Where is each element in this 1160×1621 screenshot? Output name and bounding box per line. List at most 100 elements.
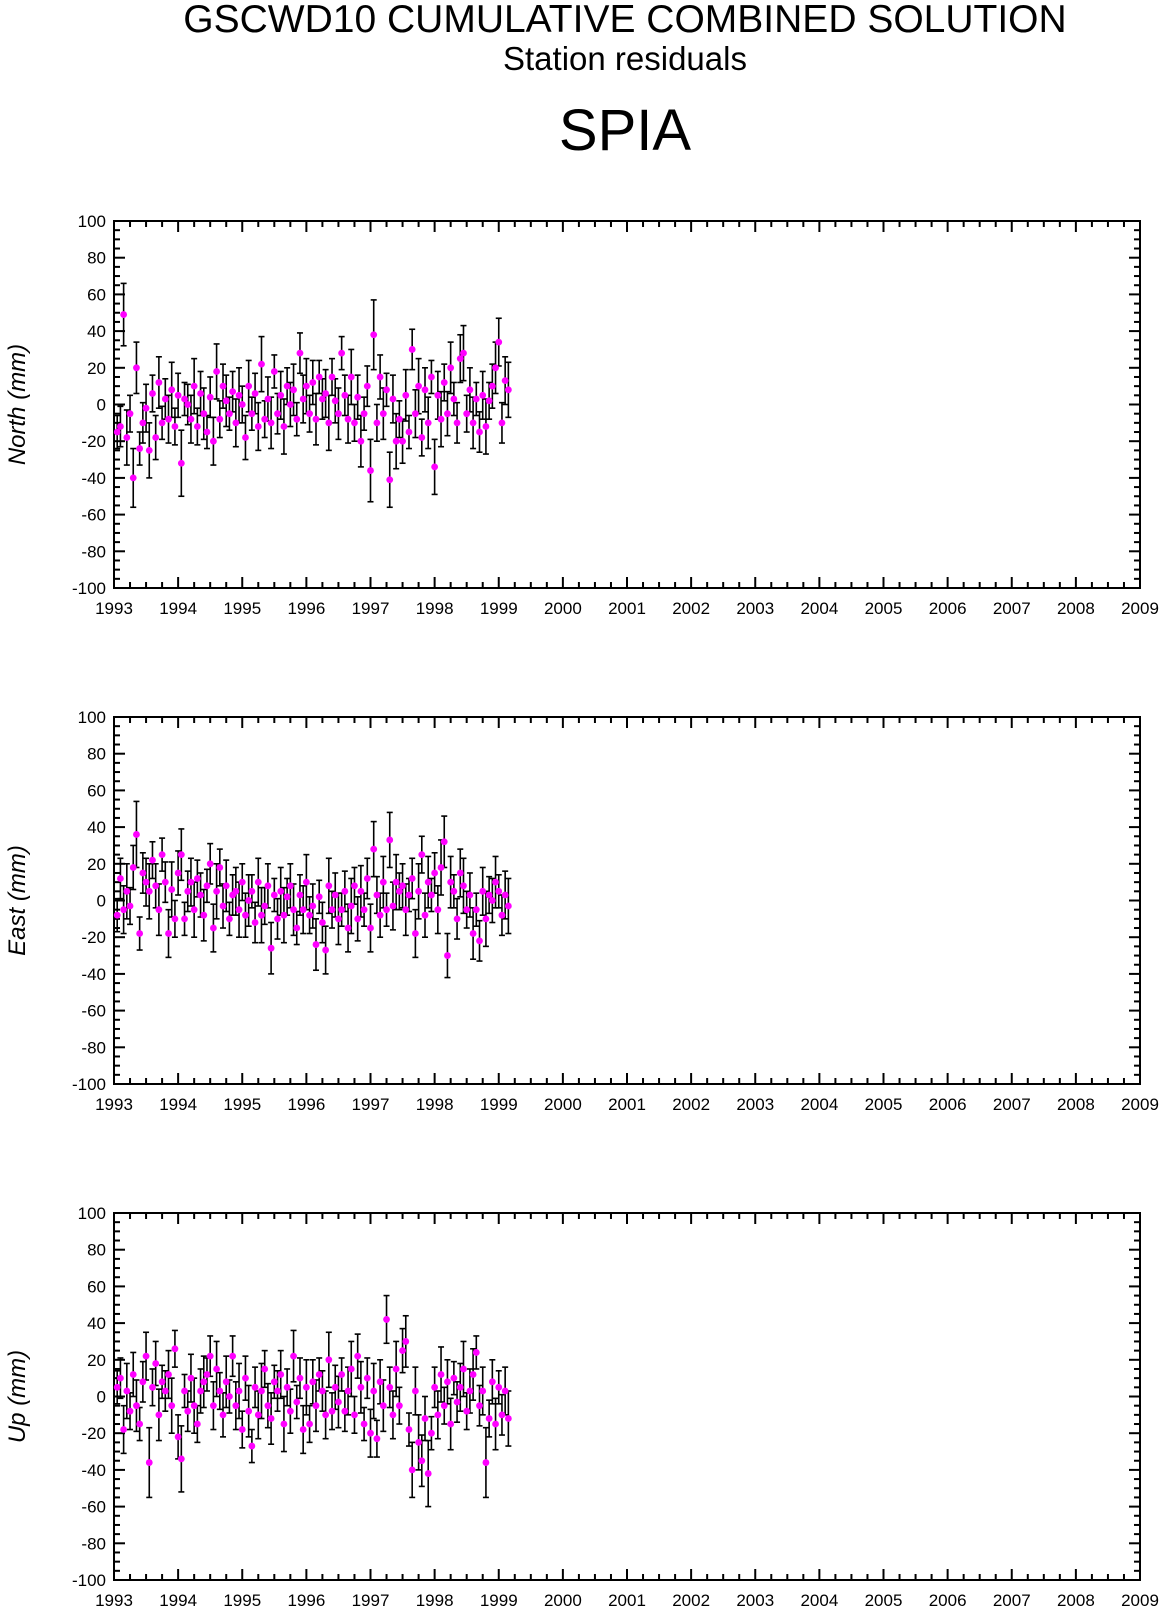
data-point xyxy=(155,906,163,914)
y-tick-label: -20 xyxy=(81,1424,106,1443)
data-point xyxy=(319,1387,326,1395)
data-point xyxy=(219,1411,227,1419)
x-tick-label: 2006 xyxy=(929,599,967,618)
data-point xyxy=(312,941,320,948)
data-point xyxy=(133,364,140,372)
x-tick-label: 2005 xyxy=(865,1591,903,1610)
data-point xyxy=(408,346,416,353)
data-point xyxy=(267,419,275,427)
data-point xyxy=(440,838,448,846)
data-point xyxy=(431,463,439,471)
data-point xyxy=(113,911,121,919)
y-tick-label: -80 xyxy=(81,1534,106,1553)
data-point xyxy=(501,377,509,385)
data-point xyxy=(431,869,439,877)
data-point xyxy=(370,331,378,339)
y-tick-label: -80 xyxy=(81,542,106,561)
data-point xyxy=(123,434,131,441)
data-point xyxy=(322,390,330,397)
data-point xyxy=(126,902,134,910)
data-point xyxy=(325,882,333,890)
data-point xyxy=(219,902,227,910)
x-tick-label: 2004 xyxy=(800,599,838,618)
data-point xyxy=(392,878,400,886)
x-tick-label: 2003 xyxy=(736,599,774,618)
data-point xyxy=(274,915,281,923)
data-point xyxy=(456,869,464,877)
data-point xyxy=(338,1371,346,1378)
data-point xyxy=(344,1387,352,1395)
x-tick-label: 2004 xyxy=(800,1591,838,1610)
x-tick-label: 1995 xyxy=(223,599,261,618)
data-point xyxy=(197,1387,204,1395)
data-point xyxy=(245,382,253,390)
x-tick-label: 1999 xyxy=(480,599,518,618)
data-point xyxy=(181,1387,188,1395)
data-point xyxy=(312,415,320,423)
data-point xyxy=(302,382,310,390)
data-point xyxy=(206,1352,214,1360)
data-point xyxy=(155,1411,163,1419)
x-tick-label: 1996 xyxy=(287,1095,325,1114)
x-tick-label: 2001 xyxy=(608,599,646,618)
data-point xyxy=(395,887,403,895)
data-point xyxy=(450,395,458,403)
data-point xyxy=(335,1398,342,1406)
data-point xyxy=(456,1383,464,1391)
plot-panel-up: 1993 1994 1995 1996 1997 1998 1999 2000 2001 2002… xyxy=(4,1204,1159,1610)
data-point xyxy=(485,397,493,405)
data-point xyxy=(415,1438,422,1446)
data-point xyxy=(488,897,496,904)
data-point xyxy=(235,1387,243,1395)
data-point xyxy=(341,391,349,399)
x-tick-label: 2005 xyxy=(865,1095,903,1114)
data-point xyxy=(354,1352,362,1360)
data-point xyxy=(136,445,144,452)
data-point xyxy=(117,423,124,430)
data-point xyxy=(161,1387,169,1395)
data-point xyxy=(283,893,291,901)
data-point xyxy=(129,1371,137,1378)
data-point xyxy=(325,419,333,427)
data-point xyxy=(133,831,140,838)
data-point xyxy=(302,1383,310,1391)
data-point xyxy=(299,906,307,914)
y-tick-label: 60 xyxy=(87,781,106,800)
x-tick-label: 2001 xyxy=(608,1095,646,1114)
data-point xyxy=(434,906,442,914)
data-point xyxy=(428,1429,435,1437)
data-point xyxy=(415,887,422,895)
data-point xyxy=(187,415,195,423)
x-tick-label: 1993 xyxy=(95,1095,133,1114)
data-point xyxy=(149,390,156,397)
data-point xyxy=(344,924,352,932)
data-point xyxy=(335,410,342,418)
x-tick-label: 2003 xyxy=(736,1095,774,1114)
data-point xyxy=(469,419,477,427)
data-point xyxy=(264,882,272,890)
data-point xyxy=(363,875,371,882)
data-point xyxy=(142,404,150,412)
data-point xyxy=(309,379,317,386)
data-point xyxy=(351,1411,358,1419)
data-point xyxy=(328,373,336,381)
data-point xyxy=(238,1426,246,1433)
data-point xyxy=(171,915,179,923)
data-point xyxy=(482,915,490,923)
data-point xyxy=(312,1402,320,1410)
data-point xyxy=(149,1383,156,1391)
data-point xyxy=(492,878,499,886)
x-tick-label: 2007 xyxy=(993,1095,1031,1114)
data-point xyxy=(258,360,265,368)
data-point xyxy=(315,373,323,381)
data-point xyxy=(168,886,176,893)
x-tick-label: 1996 xyxy=(287,1591,325,1610)
data-point xyxy=(431,1383,439,1391)
data-point xyxy=(126,410,134,418)
y-tick-label: 20 xyxy=(87,1351,106,1370)
data-point xyxy=(370,845,378,853)
data-point xyxy=(197,891,204,899)
x-tick-label: 2006 xyxy=(929,1591,967,1610)
data-point xyxy=(258,911,265,919)
data-point xyxy=(437,415,445,423)
